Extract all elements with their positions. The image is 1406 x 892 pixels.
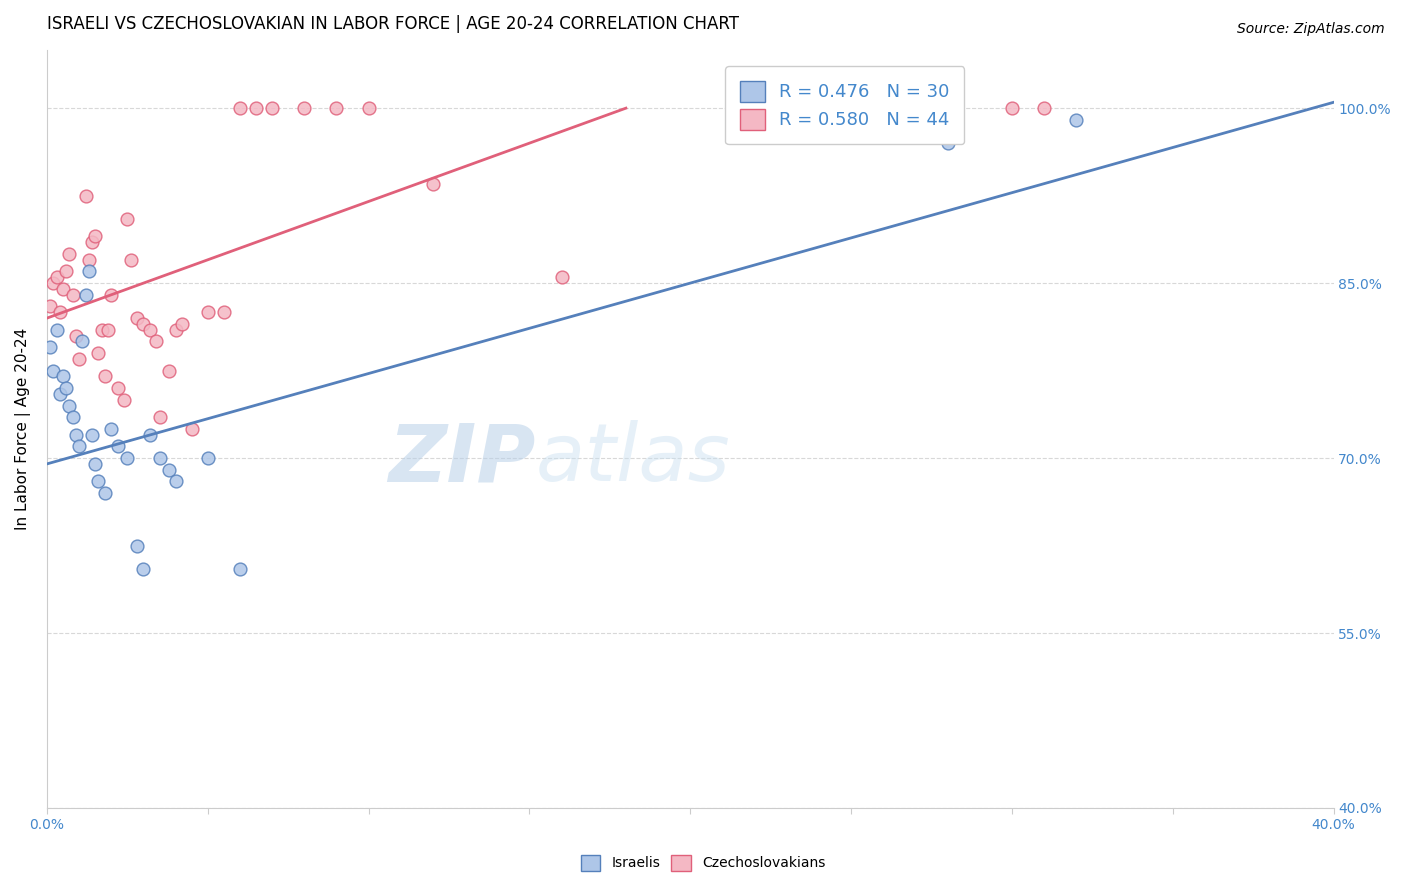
Point — [87, 475, 110, 489]
Point — [229, 101, 252, 115]
Point — [148, 451, 170, 466]
Point — [139, 323, 162, 337]
Point — [39, 340, 62, 354]
Point — [67, 439, 90, 453]
Point — [145, 334, 167, 349]
Point — [197, 451, 219, 466]
Point — [52, 282, 75, 296]
Point — [107, 439, 129, 453]
Point — [75, 188, 97, 202]
Point — [117, 211, 139, 226]
Point — [157, 463, 180, 477]
Point — [117, 451, 139, 466]
Point — [120, 252, 142, 267]
Point — [90, 323, 112, 337]
Point — [1033, 101, 1056, 115]
Point — [197, 305, 219, 319]
Point — [65, 427, 87, 442]
Point — [94, 486, 117, 500]
Point — [139, 427, 162, 442]
Point — [62, 287, 84, 301]
Point — [45, 270, 67, 285]
Point — [77, 264, 100, 278]
Point — [100, 287, 122, 301]
Y-axis label: In Labor Force | Age 20-24: In Labor Force | Age 20-24 — [15, 327, 31, 530]
Point — [229, 562, 252, 576]
Point — [42, 276, 65, 290]
Point — [94, 369, 117, 384]
Point — [52, 369, 75, 384]
Point — [87, 346, 110, 360]
Point — [84, 229, 107, 244]
Point — [132, 317, 155, 331]
Point — [45, 323, 67, 337]
Point — [262, 101, 284, 115]
Legend: R = 0.476   N = 30, R = 0.580   N = 44: R = 0.476 N = 30, R = 0.580 N = 44 — [725, 66, 965, 145]
Point — [148, 410, 170, 425]
Point — [77, 252, 100, 267]
Point — [157, 363, 180, 377]
Point — [75, 287, 97, 301]
Point — [107, 381, 129, 395]
Point — [1001, 101, 1024, 115]
Point — [125, 311, 148, 326]
Point — [212, 305, 235, 319]
Point — [84, 457, 107, 471]
Point — [180, 422, 202, 436]
Point — [550, 270, 572, 285]
Point — [936, 136, 959, 150]
Point — [80, 235, 103, 250]
Text: ISRAELI VS CZECHOSLOVAKIAN IN LABOR FORCE | AGE 20-24 CORRELATION CHART: ISRAELI VS CZECHOSLOVAKIAN IN LABOR FORC… — [46, 15, 740, 33]
Point — [422, 177, 444, 191]
Point — [165, 475, 187, 489]
Point — [42, 363, 65, 377]
Text: Source: ZipAtlas.com: Source: ZipAtlas.com — [1237, 22, 1385, 37]
Legend: Israelis, Czechoslovakians: Israelis, Czechoslovakians — [575, 849, 831, 876]
Point — [170, 317, 193, 331]
Point — [65, 328, 87, 343]
Point — [292, 101, 315, 115]
Point — [58, 247, 80, 261]
Point — [357, 101, 380, 115]
Point — [49, 305, 72, 319]
Point — [58, 399, 80, 413]
Point — [1064, 112, 1087, 127]
Point — [67, 351, 90, 366]
Point — [39, 300, 62, 314]
Point — [97, 323, 120, 337]
Point — [49, 387, 72, 401]
Point — [132, 562, 155, 576]
Point — [55, 381, 77, 395]
Point — [80, 427, 103, 442]
Point — [245, 101, 267, 115]
Point — [100, 422, 122, 436]
Point — [165, 323, 187, 337]
Point — [55, 264, 77, 278]
Text: atlas: atlas — [536, 420, 731, 499]
Point — [62, 410, 84, 425]
Point — [125, 539, 148, 553]
Point — [72, 334, 94, 349]
Point — [325, 101, 347, 115]
Point — [112, 392, 135, 407]
Text: ZIP: ZIP — [388, 420, 536, 499]
